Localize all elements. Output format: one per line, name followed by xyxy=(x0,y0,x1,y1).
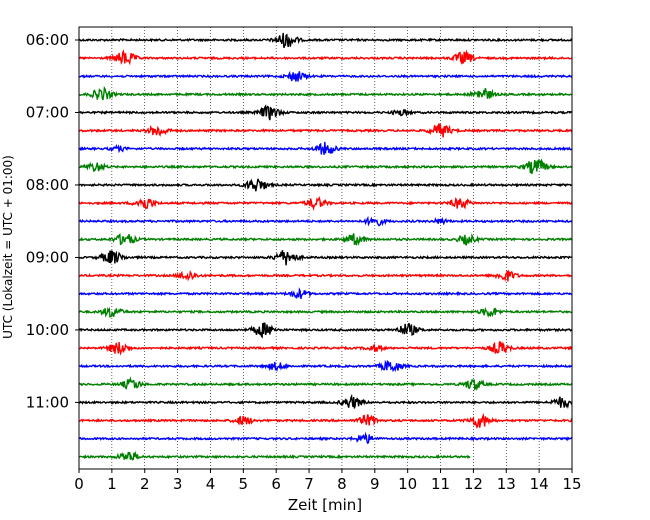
y-axis-label: UTC (Lokalzeit = UTC + 01:00) xyxy=(1,155,15,339)
x-tick-label: 10 xyxy=(398,475,417,493)
x-axis-ticks: 0 1 2 3 4 5 6 7 8 9 10 11 12 13 14 15 xyxy=(74,469,582,493)
trace-0845 xyxy=(78,233,573,246)
trace-0630 xyxy=(78,70,573,82)
x-axis-label: Zeit [min] xyxy=(288,496,362,514)
trace-0700 xyxy=(78,104,573,121)
trace-1045 xyxy=(78,376,573,392)
trace-0830 xyxy=(78,215,573,227)
x-tick-label: 6 xyxy=(271,475,281,493)
y-tick-label: 09:00 xyxy=(26,248,69,266)
x-tick-label: 7 xyxy=(304,475,314,493)
trace-group xyxy=(78,32,573,461)
trace-1130 xyxy=(78,431,573,445)
y-tick-label: 11:00 xyxy=(26,393,69,411)
trace-0730 xyxy=(78,141,573,155)
x-tick-label: 8 xyxy=(337,475,347,493)
x-tick-label: 2 xyxy=(140,475,150,493)
trace-0600 xyxy=(78,32,572,49)
trace-1115 xyxy=(78,412,573,429)
trace-1145 xyxy=(78,450,471,461)
y-axis-ticks: 06:00 07:00 08:00 09:00 10:00 11:00 xyxy=(26,31,79,411)
trace-1000 xyxy=(78,322,573,339)
trace-0915 xyxy=(78,269,573,282)
trace-0715 xyxy=(78,123,573,138)
x-tick-label: 11 xyxy=(431,475,450,493)
trace-0900 xyxy=(78,249,573,266)
x-tick-label: 15 xyxy=(562,475,581,493)
trace-0945 xyxy=(79,306,573,318)
trace-0930 xyxy=(78,287,573,299)
y-tick-label: 08:00 xyxy=(26,176,69,194)
x-tick-label: 9 xyxy=(370,475,380,493)
trace-1030 xyxy=(78,359,573,373)
x-tick-label: 12 xyxy=(464,475,483,493)
plot-frame xyxy=(78,26,573,470)
trace-0645 xyxy=(78,85,573,101)
x-tick-label: 13 xyxy=(497,475,516,493)
trace-1015 xyxy=(78,341,573,356)
y-tick-label: 06:00 xyxy=(26,31,69,49)
x-tick-label: 5 xyxy=(239,475,249,493)
trace-0615 xyxy=(79,49,573,66)
x-tick-label: 4 xyxy=(206,475,216,493)
y-tick-label: 07:00 xyxy=(26,103,69,121)
x-tick-label: 1 xyxy=(107,475,117,493)
y-tick-label: 10:00 xyxy=(26,321,69,339)
x-tick-label: 0 xyxy=(74,475,84,493)
x-tick-label: 14 xyxy=(530,475,549,493)
x-tick-label: 3 xyxy=(173,475,183,493)
trace-1100 xyxy=(78,393,573,410)
trace-0800 xyxy=(78,178,573,192)
trace-0745 xyxy=(78,158,572,175)
trace-0815 xyxy=(78,195,573,211)
